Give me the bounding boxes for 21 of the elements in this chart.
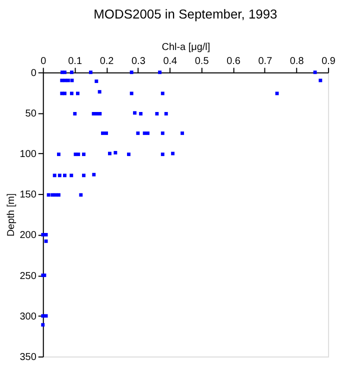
x-tick-label: 0.9 <box>322 56 336 67</box>
x-tick-label: 0.1 <box>68 56 82 67</box>
y-tick-label: 150 <box>20 190 37 201</box>
y-tick-label: 100 <box>20 149 37 160</box>
x-tick-label: 0.6 <box>226 56 241 67</box>
chart-title: MODS2005 in September, 1993 <box>94 6 278 22</box>
x-tick-label: 0.7 <box>258 56 273 67</box>
y-tick-label: 300 <box>20 311 37 322</box>
x-axis-title: Chl-a [μg/l] <box>162 42 210 53</box>
x-tick-label: 0.5 <box>194 56 210 67</box>
x-tick-label: 0.3 <box>132 56 146 67</box>
y-tick-label: 250 <box>20 270 37 282</box>
y-tick-label: 350 <box>20 352 37 363</box>
x-tick-label: 0.8 <box>290 56 304 67</box>
x-tick-label: 0.4 <box>163 56 178 67</box>
x-tick-label: 0 <box>40 56 47 67</box>
y-tick-label: 50 <box>25 108 37 120</box>
x-tick-label: 0.2 <box>100 56 114 67</box>
y-axis-title: Depth [m] <box>6 193 17 237</box>
y-tick-label: 0 <box>30 68 37 79</box>
y-tick-label: 200 <box>20 230 37 242</box>
